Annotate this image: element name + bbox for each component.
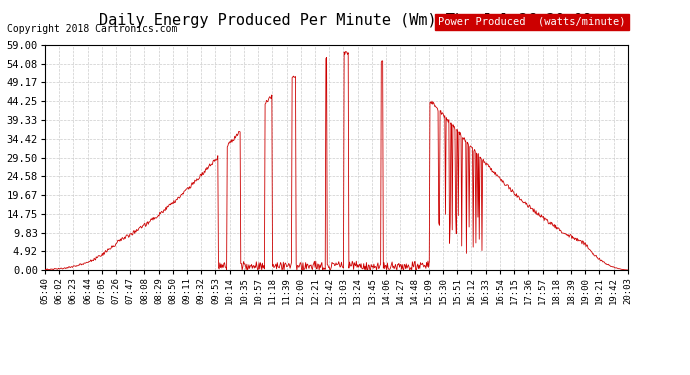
- Text: Power Produced  (watts/minute): Power Produced (watts/minute): [438, 17, 626, 27]
- Text: Copyright 2018 Cartronics.com: Copyright 2018 Cartronics.com: [7, 24, 177, 34]
- Text: Daily Energy Produced Per Minute (Wm) Thu Jul 26 20:09: Daily Energy Produced Per Minute (Wm) Th…: [99, 13, 591, 28]
